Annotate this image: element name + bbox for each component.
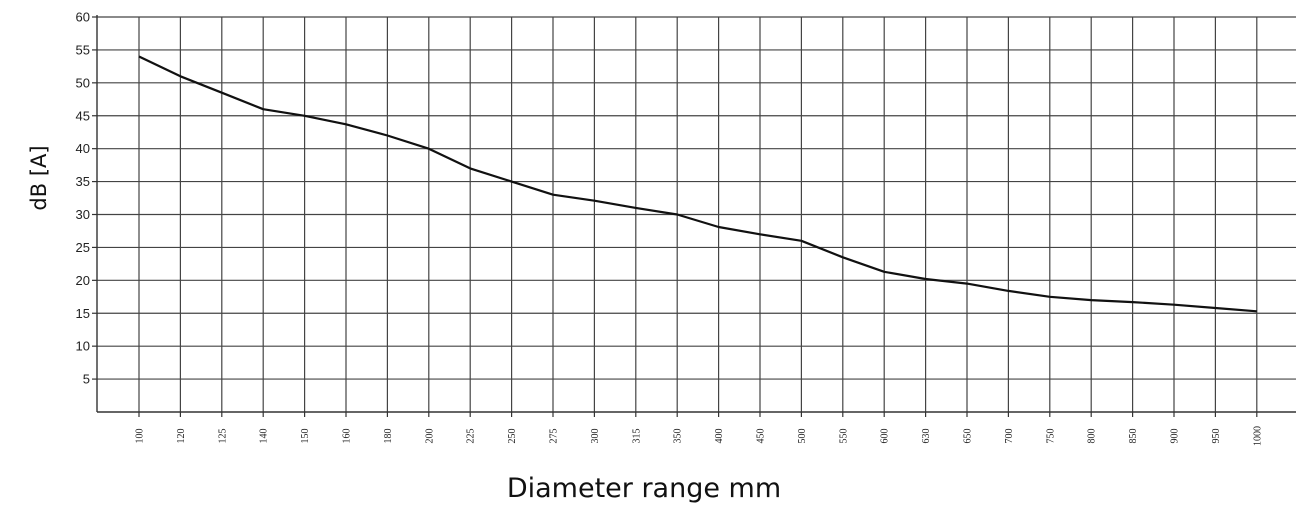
x-tick-label: 200 bbox=[424, 429, 435, 444]
x-tick-label: 450 bbox=[756, 429, 767, 444]
x-tick-label: 700 bbox=[1004, 429, 1015, 444]
x-tick-label: 125 bbox=[217, 429, 228, 444]
y-tick-label: 50 bbox=[76, 75, 90, 90]
x-tick-label: 275 bbox=[549, 429, 560, 444]
x-axis-label: Diameter range mm bbox=[507, 473, 781, 504]
x-tick-label: 400 bbox=[714, 429, 725, 444]
x-tick-label: 630 bbox=[921, 429, 932, 444]
x-tick-label: 160 bbox=[342, 429, 353, 444]
x-tick-label: 150 bbox=[300, 429, 311, 444]
x-tick-label: 900 bbox=[1170, 429, 1181, 444]
x-tick-label: 550 bbox=[838, 429, 849, 444]
x-tick-label: 950 bbox=[1211, 429, 1222, 444]
x-tick-label: 600 bbox=[880, 429, 891, 444]
y-tick-label: 30 bbox=[76, 207, 90, 222]
y-tick-label: 45 bbox=[76, 108, 90, 123]
x-tick-label: 1000 bbox=[1252, 426, 1263, 446]
x-tick-label: 140 bbox=[259, 429, 270, 444]
y-tick-label: 25 bbox=[76, 240, 90, 255]
y-tick-label: 60 bbox=[76, 10, 90, 25]
x-tick-label: 315 bbox=[631, 429, 642, 444]
x-tick-label: 800 bbox=[1087, 429, 1098, 444]
y-tick-labels: 60 55 50 45 40 35 30 25 20 15 10 5 bbox=[76, 10, 97, 387]
x-tick-label: 500 bbox=[797, 429, 808, 444]
y-tick-label: 20 bbox=[76, 273, 90, 288]
x-tick-label: 350 bbox=[673, 429, 684, 444]
x-tick-label: 225 bbox=[466, 429, 477, 444]
y-tick-label: 5 bbox=[83, 372, 90, 387]
x-tick-label: 180 bbox=[383, 429, 394, 444]
grid-lines bbox=[96, 15, 1296, 413]
x-tick-label: 300 bbox=[590, 429, 601, 444]
x-tick-labels: 100 120 125 140 150 160 180 200 225 250 275 300 315 3… bbox=[135, 412, 1263, 446]
x-tick-label: 750 bbox=[1045, 429, 1056, 444]
y-tick-label: 55 bbox=[76, 42, 90, 57]
series-line bbox=[138, 55, 1257, 313]
y-tick-label: 10 bbox=[76, 339, 90, 354]
x-tick-label: 100 bbox=[135, 429, 146, 444]
x-tick-label: 120 bbox=[176, 429, 187, 444]
x-tick-label: 850 bbox=[1128, 429, 1139, 444]
y-tick-label: 40 bbox=[76, 141, 90, 156]
x-tick-label: 650 bbox=[963, 429, 974, 444]
y-tick-label: 15 bbox=[76, 306, 90, 321]
y-axis-label: dB [A] bbox=[27, 145, 51, 210]
y-tick-label: 35 bbox=[76, 174, 90, 189]
x-tick-label: 250 bbox=[507, 429, 518, 444]
